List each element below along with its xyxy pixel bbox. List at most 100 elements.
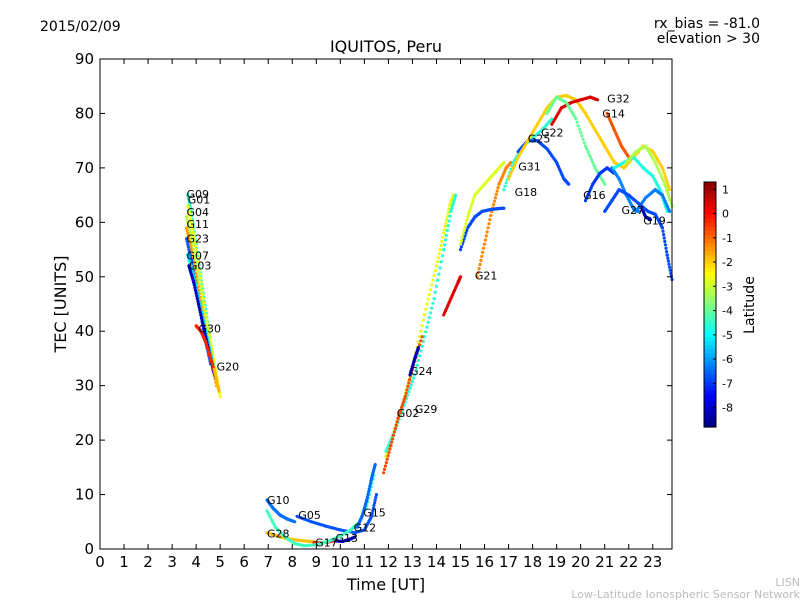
colorbar-band: [704, 235, 716, 240]
series-g13: [333, 535, 357, 544]
series-point: [663, 239, 667, 243]
series-point: [186, 245, 190, 249]
chart-title: IQUITOS, Peru: [330, 37, 442, 56]
satellite-label: G16: [583, 189, 606, 202]
series-point: [648, 218, 653, 222]
series-g21: [442, 275, 463, 317]
series-point: [413, 373, 417, 377]
colorbar-band: [704, 255, 716, 261]
series-point: [192, 280, 196, 284]
series-point: [193, 286, 197, 290]
series-point: [195, 256, 199, 260]
y-tick-label: 10: [75, 486, 94, 504]
series-point: [399, 408, 403, 412]
series-point: [408, 377, 412, 382]
series-point: [437, 272, 441, 276]
series-point: [488, 218, 492, 222]
series-point: [664, 246, 668, 250]
series-point: [567, 182, 571, 186]
satellite-label: G01: [188, 193, 211, 206]
y-tick-label: 50: [75, 268, 94, 286]
x-tick-label: 16: [475, 553, 494, 571]
series-point: [484, 234, 488, 238]
series-point: [394, 423, 398, 427]
x-tick-label: 19: [547, 553, 566, 571]
series-point: [459, 239, 463, 243]
series-point: [507, 177, 511, 181]
series-point: [408, 386, 412, 390]
series-point: [192, 234, 196, 238]
series-point: [433, 269, 437, 273]
series-point: [409, 383, 413, 387]
series-point: [434, 264, 439, 268]
series-point: [382, 471, 386, 475]
satellite-label: G32: [607, 93, 630, 106]
series-point: [187, 250, 192, 254]
colorbar-band: [704, 300, 716, 306]
x-tick-label: 10: [331, 553, 350, 571]
series-point: [447, 219, 451, 223]
satellite-label: G10: [267, 494, 290, 507]
series-point: [665, 253, 669, 257]
series-g31: [458, 206, 506, 252]
x-tick-label: 1: [119, 553, 129, 571]
series-point: [668, 265, 672, 269]
series-point: [663, 182, 667, 186]
series-point: [665, 250, 669, 254]
colorbar-band: [704, 226, 716, 232]
satellite-label: G11: [187, 218, 210, 231]
x-tick-label: 20: [571, 553, 590, 571]
series-point: [373, 501, 377, 505]
colorbar-band: [704, 280, 716, 285]
series-point: [390, 440, 394, 444]
colorbar-band: [704, 243, 716, 248]
series-point: [190, 227, 195, 231]
series-point: [187, 239, 192, 243]
y-tick-label: 20: [75, 431, 94, 449]
colorbar-band: [704, 259, 716, 265]
colorbar-band: [704, 275, 716, 281]
series-point: [402, 397, 406, 401]
colorbar-band: [704, 369, 716, 375]
satellite-label: G21: [475, 270, 498, 283]
series-point: [446, 211, 450, 215]
series-point: [196, 302, 201, 306]
satellite-label: G19: [643, 215, 666, 228]
x-tick-label: 11: [355, 553, 374, 571]
series-g27: [610, 166, 641, 213]
series-point: [410, 380, 414, 384]
series-point: [435, 260, 439, 264]
series-point: [372, 503, 376, 507]
series-point: [465, 218, 469, 222]
series-point: [217, 389, 221, 393]
series-point: [668, 268, 672, 272]
satellite-label: G15: [363, 506, 386, 519]
colorbar-tick-label: 0: [722, 208, 729, 221]
series-point: [509, 171, 513, 175]
colorbar-band: [704, 410, 716, 416]
colorbar-label: Latitude: [742, 276, 758, 334]
series-point: [425, 302, 429, 306]
x-tick-label: 6: [239, 553, 249, 571]
series-point: [425, 325, 429, 329]
series-point: [387, 450, 391, 454]
series-point: [384, 461, 388, 465]
colorbar-tick-label: -7: [722, 377, 733, 390]
satellite-label: G14: [602, 107, 625, 120]
series-point: [492, 199, 497, 203]
series-point: [472, 196, 476, 200]
series-point: [186, 220, 190, 224]
series-point: [580, 134, 584, 138]
series-point: [368, 482, 372, 486]
series-point: [395, 420, 399, 424]
series-point: [407, 381, 411, 385]
series-point: [201, 321, 205, 325]
series-point: [374, 493, 378, 497]
series-g27b: [603, 188, 674, 282]
series-point: [666, 182, 670, 186]
series-point: [200, 318, 204, 322]
series-point: [193, 288, 198, 292]
colorbar-band: [704, 190, 716, 195]
colorbar-band: [704, 194, 716, 199]
series-point: [502, 160, 506, 164]
